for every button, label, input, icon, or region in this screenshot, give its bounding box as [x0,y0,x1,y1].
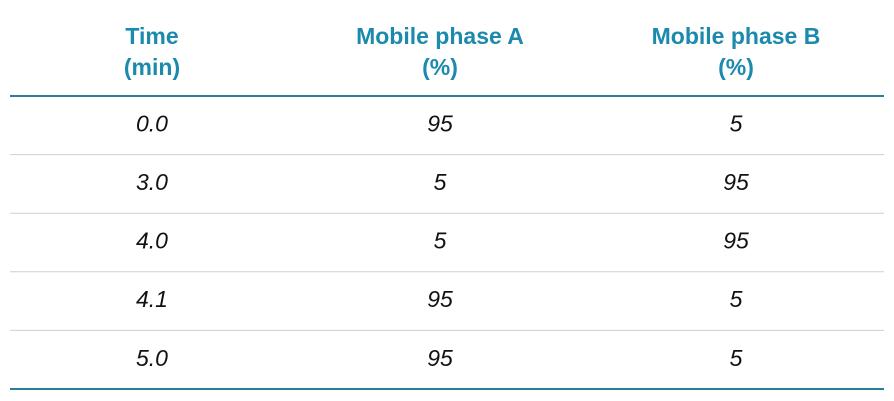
header-text: Mobile phase A [356,23,524,49]
cell-text: 5.0 [136,345,168,371]
cell-text: 5 [730,286,743,312]
cell-text: 95 [427,345,453,371]
cell-text: 5 [434,228,447,254]
cell-text: 3.0 [136,169,168,195]
cell-text: 95 [723,169,749,195]
header-text: (%) [718,54,754,80]
cell-text: 95 [427,110,453,136]
header-text: (%) [422,54,458,80]
header-text: (min) [124,54,180,80]
cell-text: 5 [730,110,743,136]
cell-text: 4.1 [136,286,168,312]
cell-text: 95 [427,286,453,312]
cell-text: 4.0 [136,228,168,254]
header-text: Time [125,23,178,49]
header-text: Mobile phase B [652,23,821,49]
cell-text: 95 [723,228,749,254]
cell-text: 0.0 [136,110,168,136]
cell-text: 5 [730,345,743,371]
cell-text: 5 [434,169,447,195]
